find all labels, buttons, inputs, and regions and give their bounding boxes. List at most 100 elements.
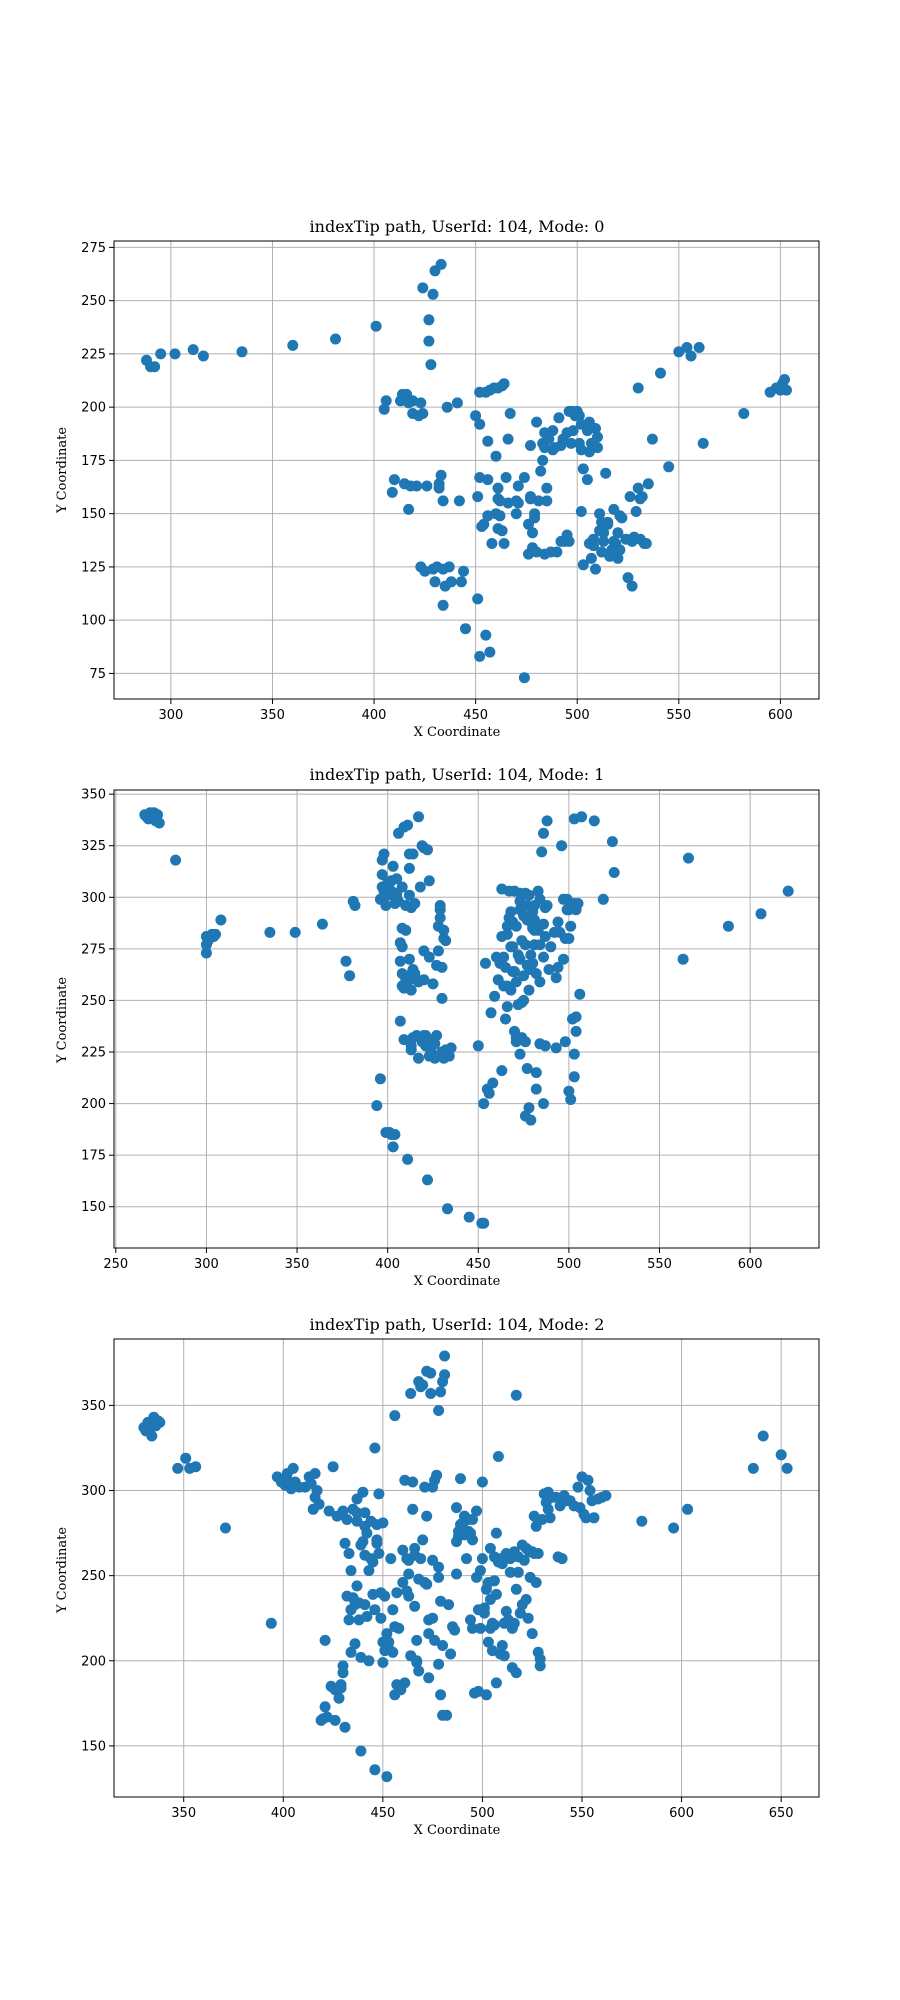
data-point	[339, 1537, 351, 1549]
data-point	[313, 1498, 325, 1510]
data-point	[411, 1634, 423, 1646]
x-axis-label: X Coordinate	[414, 1274, 501, 1289]
data-point	[600, 467, 612, 479]
data-point	[381, 1771, 393, 1783]
data-point	[606, 836, 618, 848]
data-point	[351, 1515, 363, 1527]
data-point	[534, 1660, 546, 1672]
data-point	[498, 951, 510, 963]
data-point	[417, 408, 429, 419]
data-point	[563, 1085, 575, 1097]
scatter-series	[139, 807, 794, 1229]
data-point	[421, 480, 433, 492]
data-point	[536, 846, 548, 858]
data-point	[612, 552, 624, 564]
x-tick-label: 550	[570, 1806, 595, 1821]
data-point	[484, 1542, 496, 1554]
x-tick-label: 550	[666, 708, 691, 723]
data-point	[598, 527, 610, 539]
data-point	[483, 1087, 495, 1099]
data-point	[391, 1587, 403, 1599]
data-point	[523, 1102, 535, 1114]
plot-area: 350 400 450 500 550 600 650 150 200 250 300 350	[81, 1338, 820, 1821]
data-point	[781, 1462, 793, 1474]
data-point	[535, 465, 547, 477]
data-point	[480, 1689, 492, 1701]
data-point	[663, 461, 675, 473]
data-point	[429, 1038, 441, 1050]
data-point	[575, 506, 587, 517]
data-point	[485, 1007, 497, 1019]
data-point	[529, 914, 540, 926]
data-point	[359, 1599, 371, 1611]
data-point	[437, 495, 449, 507]
data-point	[722, 920, 734, 932]
data-point	[421, 1578, 433, 1590]
data-point	[590, 423, 601, 434]
x-tick-label: 400	[375, 1257, 400, 1272]
y-tick-label: 225	[81, 347, 106, 362]
data-point	[538, 1098, 549, 1110]
data-point	[434, 912, 446, 924]
y-tick-label: 150	[81, 507, 106, 522]
data-point	[433, 478, 445, 490]
data-point	[472, 1040, 484, 1052]
data-point	[387, 1141, 399, 1153]
data-point	[577, 559, 589, 571]
data-point	[422, 844, 433, 856]
data-point	[537, 454, 549, 466]
data-point	[375, 1612, 387, 1624]
data-point	[431, 1469, 443, 1481]
x-tick-label: 500	[565, 708, 590, 723]
data-point	[413, 1665, 425, 1677]
data-point	[435, 1386, 447, 1398]
data-point	[172, 1462, 184, 1474]
data-point	[482, 474, 494, 486]
data-point	[351, 1507, 363, 1519]
data-point	[677, 953, 689, 965]
y-tick-label: 150	[81, 1200, 106, 1215]
data-point	[510, 1583, 522, 1595]
y-tick-label: 275	[81, 241, 106, 256]
data-point	[484, 646, 496, 658]
data-point	[435, 469, 447, 481]
data-point	[380, 900, 392, 911]
data-point	[329, 1714, 341, 1726]
y-tick-label: 225	[81, 1046, 106, 1061]
data-point	[335, 1679, 347, 1691]
data-point	[532, 885, 544, 897]
data-point	[518, 672, 530, 684]
data-point	[588, 815, 600, 827]
data-point	[529, 508, 541, 520]
data-point	[642, 478, 654, 490]
data-point	[429, 1052, 441, 1064]
data-point	[489, 990, 501, 1002]
data-point	[461, 1553, 472, 1565]
data-point	[455, 1473, 466, 1485]
data-point	[323, 1505, 335, 1517]
data-point	[551, 546, 563, 558]
data-point	[431, 1030, 443, 1041]
data-point	[458, 565, 469, 577]
data-point	[538, 951, 549, 963]
data-point	[588, 1512, 600, 1524]
scatter-series	[138, 1350, 793, 1783]
data-point	[451, 1502, 462, 1514]
data-point	[556, 1553, 568, 1565]
data-point	[501, 1001, 513, 1013]
data-point	[471, 1505, 482, 1517]
y-tick-label: 200	[81, 1097, 106, 1112]
data-point	[341, 1514, 353, 1525]
data-point	[442, 1203, 453, 1215]
data-point	[154, 1416, 166, 1428]
data-point	[417, 282, 429, 294]
data-point	[646, 433, 658, 445]
data-point	[333, 1692, 345, 1704]
data-point	[405, 1388, 417, 1399]
data-point	[755, 908, 767, 920]
data-point	[311, 1485, 323, 1496]
data-point	[582, 1474, 594, 1486]
data-point	[573, 410, 585, 422]
data-point	[496, 1640, 508, 1651]
